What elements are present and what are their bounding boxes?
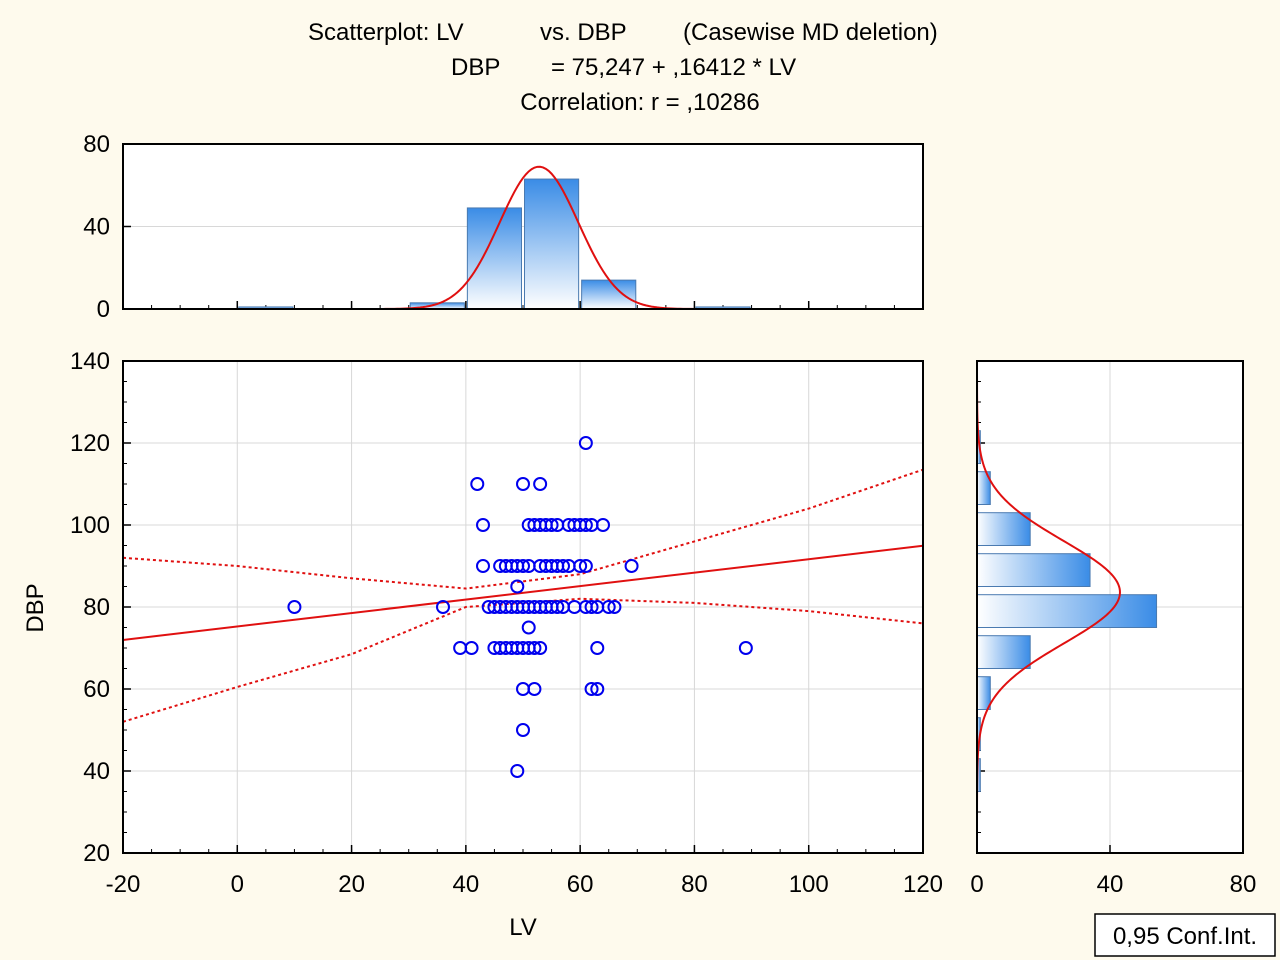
legend-label: 0,95 Conf.Int. [1113,923,1257,950]
data-point [533,477,548,491]
data-point [516,559,530,573]
histogram-bar [238,306,294,309]
data-point [533,641,548,655]
data-point [544,518,559,532]
title-line3: Correlation: r = ,10286 [520,89,759,116]
data-point [527,641,542,655]
scatter-plot-frame [122,360,924,854]
histogram-bar [977,676,991,711]
title-line1-part2: vs. DBP [540,19,627,46]
y-tick-label: 20 [83,840,110,867]
histogram-bar [977,471,991,506]
y-tick-label: 140 [70,348,110,375]
histogram-bar [466,207,523,309]
data-point [584,600,599,614]
data-point [578,436,593,450]
top-histogram-frame [122,143,924,310]
top-histogram-panel: 0 40 80 [83,131,924,323]
data-point [573,559,588,573]
histogram-bar [977,512,1031,547]
top-y-tick-label: 80 [83,131,110,158]
title-line2-part1: DBP [451,54,500,81]
x-tick-label: 0 [231,871,244,898]
data-point [556,559,570,573]
top-y-tick-label: 0 [97,296,110,323]
title-line2-part2: = 75,247 + ,16412 * LV [551,54,796,81]
confidence-band-upper [123,468,923,590]
right-x-tick-label: 0 [970,871,983,898]
histogram-bar [977,635,1031,670]
top-histogram-content [238,165,752,309]
data-point [527,682,542,696]
histogram-bar [409,302,465,309]
data-point [287,600,302,614]
legend-box [1094,913,1276,957]
title-line1-part3: (Casewise MD deletion) [683,19,938,46]
data-point [464,641,479,655]
data-point [476,559,490,573]
top-y-tick-label: 40 [83,214,110,241]
data-point [584,682,599,696]
data-point [516,477,530,491]
right-histogram-content [977,361,1158,853]
x-tick-label: 60 [567,871,594,898]
data-point [510,579,525,594]
data-point [436,600,450,614]
scatter-plot-panel: -20 0 20 40 60 80 100 120 20 40 60 80 100 120 140 [70,348,943,898]
x-tick-label: 120 [903,871,943,898]
y-tick-label: 120 [70,430,110,457]
data-point [578,559,593,573]
data-point [607,600,622,614]
scatter-plot-content [123,436,923,778]
data-point [521,620,536,635]
y-axis-label: DBP [22,583,49,632]
data-point [624,559,639,573]
histogram-bar [977,553,1091,588]
right-x-tick-label: 40 [1097,871,1124,898]
data-point [470,477,485,491]
histogram-bar [977,594,1158,629]
x-tick-label: 20 [338,871,365,898]
x-tick-label: 100 [789,871,829,898]
data-point [738,641,753,655]
data-point [596,518,610,532]
data-point [590,682,605,696]
right-histogram-frame [976,360,1244,854]
data-point [550,600,565,614]
data-point [578,518,593,532]
data-point [516,723,530,737]
y-tick-label: 40 [83,758,110,785]
title-line1-part1: Scatterplot: LV [308,19,464,46]
histogram-bar [524,178,580,309]
data-point [590,641,605,655]
y-tick-label: 60 [83,676,110,703]
y-tick-label: 100 [70,512,110,539]
confidence-band-lower [123,597,923,723]
right-x-tick-label: 80 [1230,871,1257,898]
legend: 0,95 Conf.Int. [1094,913,1276,957]
regression-line [123,544,923,641]
data-point [601,600,616,614]
right-histogram-panel: 0 40 80 [970,360,1257,898]
data-point [510,764,525,778]
x-tick-label: 80 [681,871,708,898]
x-tick-label: 40 [453,871,480,898]
histogram-bar [581,279,637,309]
y-tick-label: 80 [83,594,110,621]
x-tick-label: -20 [106,871,141,898]
x-axis-label: LV [509,914,537,941]
data-point [476,518,490,532]
